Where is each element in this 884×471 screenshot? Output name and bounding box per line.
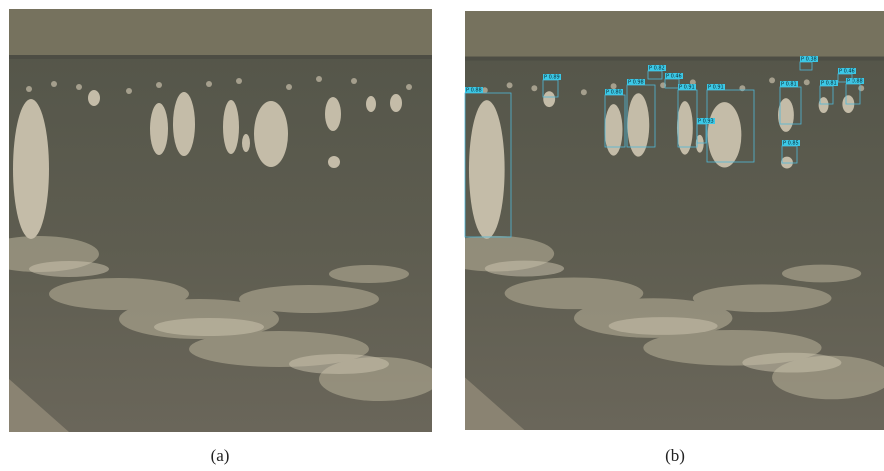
caption: (b)	[665, 446, 685, 465]
photo	[435, 11, 884, 430]
detection-label: P 0.91	[708, 85, 724, 91]
detection-label: P 0.85	[783, 141, 799, 147]
detection-label: P 0.91	[679, 85, 695, 91]
detection-label: P 0.89	[544, 75, 560, 81]
detection-label: P 0.93	[698, 119, 714, 125]
detection-label: P 0.88	[466, 88, 482, 94]
caption: (a)	[211, 446, 230, 465]
detection-label: P 0.46	[666, 74, 682, 80]
detection-label: P 0.81	[781, 82, 797, 88]
detection-label: P 0.81	[821, 81, 837, 87]
detection-label: P 0.82	[649, 66, 665, 72]
detection-label: P 0.88	[847, 79, 863, 85]
figure: (a) (b) P 0.88 P 0.80 P 0.98 P 0.91 P 0.91 P …	[0, 0, 884, 471]
detection-label: P 0.98	[628, 80, 644, 86]
detection-label: P 0.80	[606, 90, 622, 96]
photo	[0, 9, 439, 432]
detection-label: P 0.38	[801, 57, 817, 63]
detection-label: P 0.46	[839, 69, 855, 75]
